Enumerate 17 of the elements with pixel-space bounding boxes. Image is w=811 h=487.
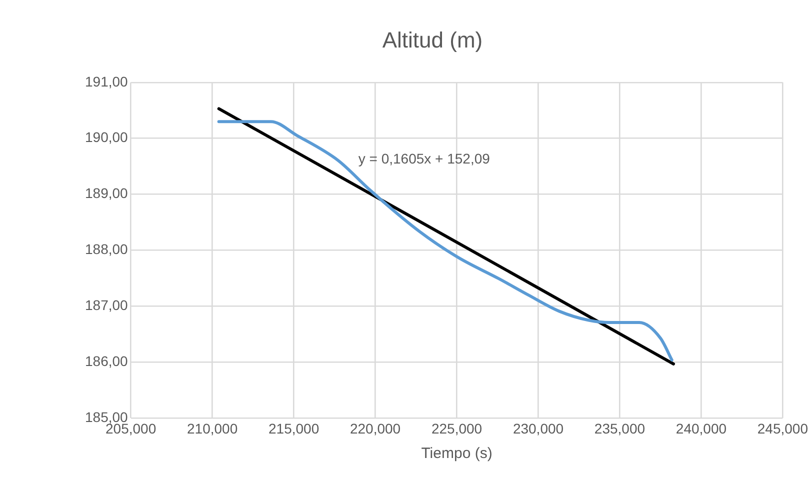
y-tick-label: 191,00 <box>84 73 128 90</box>
x-tick-label: 240,000 <box>676 420 727 436</box>
x-tick-label: 225,000 <box>431 420 482 436</box>
x-tick-label: 215,000 <box>268 420 320 436</box>
x-tick-label: 245,000 <box>757 420 808 436</box>
x-tick-label: 230,000 <box>512 420 564 436</box>
x-axis-title: Tiempo (s) <box>421 445 492 462</box>
chart-title: Altitud (m) <box>382 27 483 52</box>
x-tick-label: 220,000 <box>350 420 401 436</box>
y-tick-label: 190,00 <box>84 129 128 146</box>
annotation: y = 0,1605x + 152,09 <box>358 150 490 166</box>
y-tick-label: 186,00 <box>84 353 128 370</box>
x-tick-label: 210,000 <box>187 420 238 436</box>
y-tick-label: 189,00 <box>84 185 128 202</box>
y-tick-label: 188,00 <box>84 241 128 258</box>
x-tick-label: 235,000 <box>594 420 646 436</box>
y-tick-label: 187,00 <box>84 297 128 314</box>
